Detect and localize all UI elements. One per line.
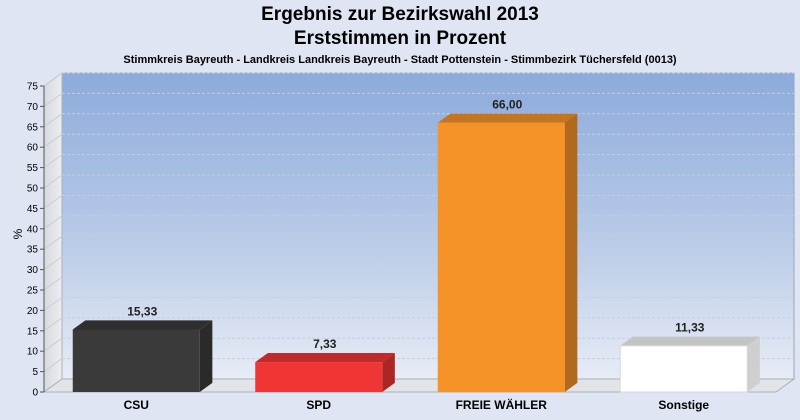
gridline-side [43,317,63,332]
bar-side [747,336,760,392]
y-tick-label: 40 [27,224,39,235]
y-tick-label: 15 [27,326,39,337]
gridline-side [43,133,63,148]
gridline-side [43,174,63,189]
bar-csu [72,320,213,392]
y-tick-label: 60 [27,143,39,154]
y-tick-label: 75 [27,82,39,93]
chart-subtitle-district: Stimmkreis Bayreuth - Landkreis Landkrei… [123,54,677,66]
x-tick-label: FREIE WÄHLER [456,397,548,412]
bar-sonstige [619,336,760,393]
y-tick-label: 55 [27,163,39,174]
y-tick-label: 45 [27,204,39,215]
bar-top [72,320,213,330]
y-tick-label: 5 [32,367,38,378]
gridline-side [43,235,63,250]
gridline-side [43,113,63,128]
bar-side [564,113,578,393]
bar-front [619,345,748,393]
data-label: 66,00 [492,98,522,112]
chart-subtitle: Erststimmen in Prozent [293,28,507,49]
y-tick-label: 70 [27,102,39,113]
bar-freie-wähler [437,113,578,393]
gridline-side [43,194,63,209]
x-tick-label: SPD [306,398,331,412]
y-tick-label: 10 [27,347,39,358]
bar-front [437,122,565,392]
gridline-side [43,276,63,291]
y-tick-label: 30 [27,265,39,276]
y-tick-label: 0 [32,388,38,399]
gridline-side [43,296,63,311]
gridline-side [43,154,63,169]
gridline-side [43,337,63,352]
y-tick-label: 50 [27,184,39,195]
gridline-side [43,72,63,87]
bar-top [437,113,578,123]
bar-side [382,352,395,392]
y-tick-label: 20 [27,306,39,317]
bar-front [255,362,383,392]
x-tick-label: Sonstige [658,398,709,412]
y-tick-label: 25 [27,286,39,297]
bar-top [620,336,760,346]
bar-spd [255,352,395,392]
gridline-side [43,358,63,373]
bar-top [255,352,395,363]
y-tick-label: 35 [27,245,39,256]
chart-title: Ergebnis zur Bezirkswahl 2013 [261,4,539,25]
data-label: 11,33 [675,321,705,335]
gridline-side [43,92,63,107]
data-label: 7,33 [313,337,337,351]
data-label: 15,33 [127,304,157,318]
y-tick-label: 65 [27,122,39,133]
bar-front [72,329,200,392]
bar-side [199,320,213,392]
gridline-side [43,256,63,271]
gridline-side [43,215,63,230]
x-tick-label: CSU [124,398,149,412]
y-axis-label: % [11,228,25,239]
